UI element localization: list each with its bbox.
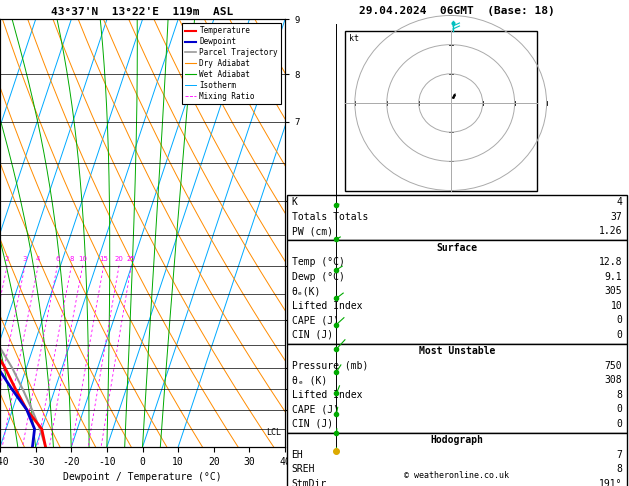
Text: 750: 750 [605,361,623,371]
Bar [287,344,627,433]
Legend: Temperature, Dewpoint, Parcel Trajectory, Dry Adiabat, Wet Adiabat, Isotherm, Mi: Temperature, Dewpoint, Parcel Trajectory… [182,23,281,104]
Text: θₑ (K): θₑ (K) [292,375,327,385]
Text: 8: 8 [69,256,74,262]
Text: 2: 2 [5,256,9,262]
Text: 29.04.2024  06GMT  (Base: 18): 29.04.2024 06GMT (Base: 18) [359,6,555,16]
Bar [345,31,537,191]
Text: 8: 8 [616,390,623,400]
Text: 308: 308 [605,375,623,385]
Text: 305: 305 [605,286,623,296]
Text: PW (cm): PW (cm) [292,226,333,236]
Text: 9.1: 9.1 [605,272,623,282]
Text: 7: 7 [616,450,623,460]
Text: Surface: Surface [437,243,477,253]
Text: © weatheronline.co.uk: © weatheronline.co.uk [404,471,509,480]
Text: θₑ(K): θₑ(K) [292,286,321,296]
Text: 4: 4 [616,197,623,207]
Text: CAPE (J): CAPE (J) [292,315,338,325]
Text: kt: kt [348,34,359,43]
X-axis label: Dewpoint / Temperature (°C): Dewpoint / Temperature (°C) [63,472,222,483]
Text: 0: 0 [616,330,623,340]
Text: 4: 4 [36,256,40,262]
Text: 6: 6 [55,256,60,262]
Text: Most Unstable: Most Unstable [419,346,495,356]
Text: 20: 20 [114,256,123,262]
Text: 37: 37 [611,212,623,222]
Text: EH: EH [292,450,303,460]
Bar [287,195,627,241]
Text: 191°: 191° [599,479,623,486]
Text: 8: 8 [616,464,623,474]
Text: 0: 0 [616,419,623,429]
Text: LCL: LCL [267,428,281,437]
Text: CAPE (J): CAPE (J) [292,404,338,414]
Text: Dewp (°C): Dewp (°C) [292,272,345,282]
Text: Lifted Index: Lifted Index [292,390,362,400]
Text: Totals Totals: Totals Totals [292,212,368,222]
Text: 25: 25 [127,256,136,262]
Text: 12.8: 12.8 [599,257,623,267]
Text: StmDir: StmDir [292,479,327,486]
Text: 15: 15 [99,256,108,262]
Y-axis label: km
ASL: km ASL [309,233,323,253]
Text: K: K [292,197,298,207]
Text: 10: 10 [611,301,623,311]
Text: LCL: LCL [291,428,306,437]
Text: CIN (J): CIN (J) [292,419,333,429]
Title: 43°37'N  13°22'E  119m  ASL: 43°37'N 13°22'E 119m ASL [52,7,233,17]
Text: 3: 3 [23,256,27,262]
Text: Lifted Index: Lifted Index [292,301,362,311]
Text: Pressure (mb): Pressure (mb) [292,361,368,371]
Bar [287,433,627,486]
Text: CIN (J): CIN (J) [292,330,333,340]
Bar [287,241,627,344]
Text: 1.26: 1.26 [599,226,623,236]
Text: Temp (°C): Temp (°C) [292,257,345,267]
Text: 0: 0 [616,404,623,414]
Text: 10: 10 [78,256,87,262]
Text: Hodograph: Hodograph [431,435,484,445]
Text: SREH: SREH [292,464,315,474]
Text: 0: 0 [616,315,623,325]
